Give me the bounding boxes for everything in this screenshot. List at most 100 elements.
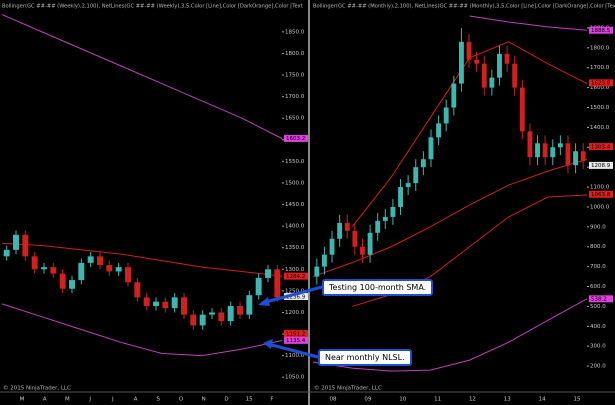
candle-body bbox=[125, 267, 131, 283]
x-tick-label: 12 bbox=[469, 397, 476, 403]
candle-body bbox=[390, 206, 396, 217]
price-tag bbox=[284, 330, 308, 338]
y-tick-label: 1550.0 bbox=[285, 159, 305, 165]
candle-body bbox=[580, 151, 586, 162]
arrow-head bbox=[258, 297, 270, 306]
x-tick-label: M bbox=[65, 397, 70, 403]
x-tick-label: A bbox=[43, 397, 47, 403]
candle-body bbox=[218, 312, 225, 322]
candle-body bbox=[466, 41, 472, 60]
candle-body bbox=[481, 63, 487, 88]
price-tag-label: 1208.9 bbox=[591, 163, 611, 169]
x-tick-label: D bbox=[224, 397, 228, 403]
copyright: © 2015 NinjaTrader, LLC bbox=[3, 385, 71, 392]
candle-body bbox=[428, 137, 434, 160]
candle-body bbox=[59, 273, 66, 289]
candle-body bbox=[190, 314, 197, 326]
y-tick-label: 1000.0 bbox=[590, 204, 610, 210]
arrows bbox=[258, 285, 323, 359]
candle-body bbox=[97, 256, 103, 265]
candle-body bbox=[497, 53, 502, 78]
candle-body bbox=[274, 269, 281, 298]
candle-body bbox=[344, 222, 350, 231]
x-tick-label: F bbox=[270, 397, 273, 403]
price-tag-label: 538.2 bbox=[591, 297, 607, 303]
arrow-head bbox=[263, 339, 273, 349]
y-tick-label: 1500.0 bbox=[285, 180, 305, 186]
y-tick-label: 1050.0 bbox=[285, 375, 305, 381]
y-tick-label: 900.0 bbox=[590, 224, 606, 230]
chart-header: Bollinger(GC ##-## (Monthly),2,100), Net… bbox=[313, 4, 615, 10]
candle-body bbox=[329, 238, 335, 255]
candle-body bbox=[474, 59, 480, 64]
band-line bbox=[312, 158, 588, 278]
x-tick-label: J bbox=[88, 397, 91, 403]
y-tick-label: 1850.0 bbox=[285, 29, 305, 35]
candle-body bbox=[41, 267, 47, 270]
price-tag bbox=[589, 295, 613, 303]
candle-body bbox=[255, 277, 262, 296]
candle-body bbox=[375, 220, 381, 233]
x-tick-label: J bbox=[111, 397, 114, 403]
y-tick-label: 1600.0 bbox=[590, 85, 610, 91]
x-tick-label: M bbox=[20, 397, 25, 403]
x-tick-label: A bbox=[134, 397, 138, 403]
candle-body bbox=[199, 314, 206, 326]
candle-body bbox=[451, 83, 457, 108]
y-tick-label: 1800.0 bbox=[285, 51, 305, 57]
candle-body bbox=[436, 123, 442, 138]
candle-body bbox=[420, 159, 426, 168]
x-tick-label: 15 bbox=[246, 397, 253, 403]
y-tick-label: 800.0 bbox=[590, 244, 606, 250]
price-tag bbox=[589, 161, 613, 169]
y-tick-label: 1300.0 bbox=[285, 267, 305, 273]
y-tick-label: 700.0 bbox=[590, 264, 606, 270]
candle-body bbox=[209, 312, 215, 315]
candle-body bbox=[565, 143, 571, 166]
y-tick-label: 200.0 bbox=[590, 364, 606, 370]
band-line bbox=[1, 303, 283, 357]
candle-body bbox=[573, 151, 579, 166]
price-tag bbox=[284, 336, 308, 344]
y-tick-label: 1100.0 bbox=[285, 353, 305, 359]
arrow bbox=[261, 285, 323, 305]
y-tick-label: 1700.0 bbox=[285, 94, 305, 100]
x-tick-label: 10 bbox=[399, 397, 406, 403]
candle-body bbox=[171, 297, 178, 309]
price-tag bbox=[589, 79, 613, 87]
price-tag-label: 1236.9 bbox=[286, 294, 306, 300]
candle-body bbox=[557, 143, 563, 148]
candle-body bbox=[512, 63, 518, 88]
y-tick-label: 1100.0 bbox=[590, 185, 610, 191]
price-tag-label: 1284.2 bbox=[286, 274, 305, 280]
candle-body bbox=[443, 107, 449, 124]
price-tag-label: 1623.8 bbox=[591, 81, 611, 87]
candle-body bbox=[106, 264, 113, 272]
price-tag bbox=[284, 293, 308, 301]
price-tag-label: 1888.5 bbox=[591, 28, 611, 34]
candle-body bbox=[237, 305, 243, 315]
y-tick-label: 1400.0 bbox=[285, 224, 305, 230]
candle-body bbox=[69, 280, 75, 289]
candle-body bbox=[542, 143, 548, 158]
x-tick-label: 08 bbox=[330, 397, 337, 403]
price-tag bbox=[589, 190, 613, 198]
y-tick-label: 1350.0 bbox=[285, 245, 305, 251]
x-tick-label: O bbox=[179, 397, 184, 403]
y-tick-label: 1200.0 bbox=[285, 310, 305, 316]
candle-body bbox=[535, 143, 540, 158]
chart-header: Bollinger(GC ##-## (Weekly),2,100), NetL… bbox=[2, 4, 303, 10]
price-tag bbox=[589, 26, 613, 34]
candle-body bbox=[519, 87, 525, 132]
price-tag-label: 1603.2 bbox=[286, 136, 305, 142]
candle-body bbox=[31, 256, 38, 270]
band-line bbox=[1, 14, 283, 139]
x-tick-label: 11 bbox=[434, 397, 441, 403]
y-tick-label: 500.0 bbox=[590, 304, 606, 310]
price-tag-label: 1151.2 bbox=[286, 331, 305, 337]
candle-body bbox=[78, 262, 85, 281]
candle-body bbox=[458, 41, 464, 84]
